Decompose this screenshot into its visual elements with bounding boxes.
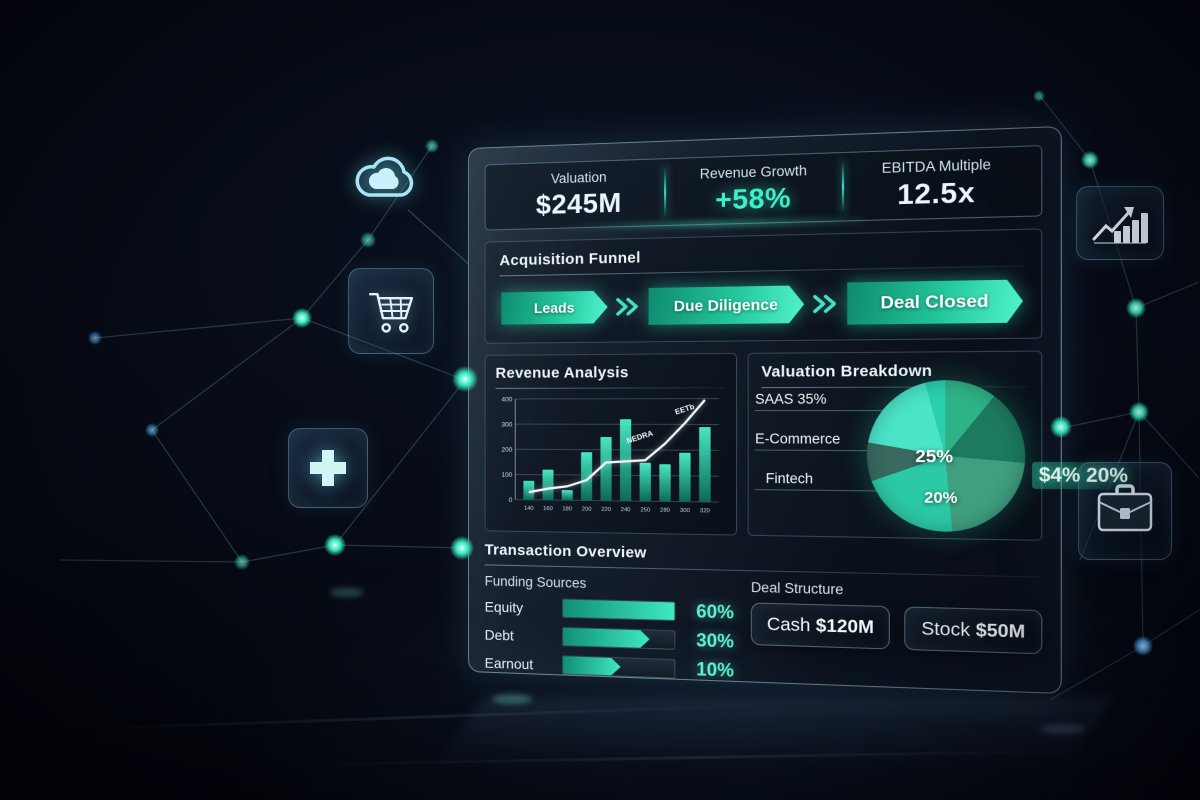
section-title: Valuation Breakdown bbox=[761, 362, 933, 381]
kpi-label: Valuation bbox=[550, 168, 607, 186]
plus-icon bbox=[288, 428, 368, 508]
dashboard-panel: Valuation $245M Revenue Growth +58% EBIT… bbox=[468, 125, 1140, 695]
valuation-breakdown-section: Valuation Breakdown SAAS 35% E-Commerce … bbox=[747, 350, 1140, 541]
svg-text:220: 220 bbox=[601, 507, 611, 513]
svg-text:250: 250 bbox=[640, 507, 650, 513]
section-title: Acquisition Funnel bbox=[499, 249, 641, 270]
deal-chip-stock[interactable]: Stock $50M bbox=[904, 606, 1043, 655]
double-chevron-right-icon bbox=[812, 293, 840, 314]
svg-text:280: 280 bbox=[660, 508, 670, 514]
kpi-valuation: Valuation $245M bbox=[495, 167, 663, 222]
floor-glint bbox=[492, 694, 532, 704]
pie-slice-label: 25% bbox=[915, 446, 954, 467]
funding-label: Debt bbox=[484, 626, 514, 644]
funding-bar-track bbox=[562, 598, 676, 622]
pie-slice-label: $4% 20% bbox=[1032, 461, 1140, 490]
funding-sources: Funding Sources Equity 60% Debt 30% Earn… bbox=[485, 573, 734, 689]
kpi-label: Revenue Growth bbox=[699, 162, 807, 182]
funnel-stage-due-diligence[interactable]: Due Diligence bbox=[649, 285, 805, 325]
deal-structure: Deal Structure Cash $120M Stock $50M bbox=[750, 579, 1043, 701]
funding-bar-fill bbox=[563, 656, 620, 675]
deal-chip-value: $120M bbox=[815, 614, 874, 638]
pie-callout-ecommerce: E-Commerce bbox=[755, 430, 883, 452]
funding-bar-fill bbox=[563, 628, 649, 648]
funnel-stage-deal-closed[interactable]: Deal Closed bbox=[847, 279, 1023, 324]
subsection-label: Deal Structure bbox=[750, 579, 844, 598]
svg-text:320: 320 bbox=[700, 508, 710, 514]
deal-chip-label: Cash bbox=[766, 613, 811, 636]
deal-chip-cash[interactable]: Cash $120M bbox=[750, 602, 891, 650]
shopping-cart-icon bbox=[348, 268, 434, 354]
acquisition-funnel-section: Acquisition Funnel Leads Due Diligence D… bbox=[484, 228, 1043, 344]
svg-text:240: 240 bbox=[621, 507, 631, 513]
funding-row-equity: Equity 60% bbox=[485, 595, 734, 623]
kpi-ebitda-multiple: EBITDA Multiple 12.5x bbox=[844, 155, 1029, 213]
valuation-pie-chart: 25% 20% $4% 20% bbox=[866, 379, 1140, 534]
pie-callout-fintech: Fintech bbox=[755, 470, 883, 492]
svg-text:0: 0 bbox=[509, 497, 513, 504]
funding-bar-fill bbox=[563, 599, 675, 620]
pie-slice-label: 20% bbox=[924, 488, 958, 508]
svg-text:200: 200 bbox=[582, 506, 592, 512]
funding-label: Equity bbox=[484, 597, 524, 616]
bar-chart-growth-icon bbox=[1076, 186, 1164, 260]
floor-glint bbox=[330, 588, 364, 597]
kpi-value: +58% bbox=[715, 181, 792, 215]
kpi-value: 12.5x bbox=[897, 175, 976, 211]
funding-label: Earnout bbox=[484, 654, 534, 672]
funding-row-earnout: Earnout 10% bbox=[485, 652, 734, 682]
kpi-strip: Valuation $245M Revenue Growth +58% EBIT… bbox=[484, 145, 1043, 231]
svg-text:180: 180 bbox=[562, 506, 572, 512]
svg-text:200: 200 bbox=[502, 447, 513, 454]
kpi-label: EBITDA Multiple bbox=[881, 155, 992, 176]
double-chevron-right-icon bbox=[615, 296, 642, 317]
divider bbox=[761, 386, 1028, 389]
funding-percent: 10% bbox=[696, 658, 734, 681]
divider bbox=[495, 387, 726, 389]
funding-bar-track bbox=[562, 626, 676, 650]
funding-bar-track bbox=[562, 655, 676, 679]
pie-callout-saas: SAAS 35% bbox=[755, 390, 883, 412]
kpi-revenue-growth: Revenue Growth +58% bbox=[666, 161, 842, 217]
svg-text:100: 100 bbox=[502, 472, 513, 479]
revenue-analysis-section: Revenue Analysis 0 100 200 300 400 140 160 180 2… bbox=[484, 352, 738, 536]
svg-text:300: 300 bbox=[680, 508, 690, 514]
subsection-label: Funding Sources bbox=[484, 573, 587, 591]
deal-chip-label: Stock bbox=[921, 617, 971, 641]
funding-percent: 30% bbox=[696, 629, 734, 652]
svg-text:140: 140 bbox=[524, 506, 534, 512]
funding-percent: 60% bbox=[696, 600, 734, 623]
deal-chip-value: $50M bbox=[975, 619, 1026, 642]
svg-text:160: 160 bbox=[543, 506, 553, 512]
svg-text:300: 300 bbox=[502, 422, 513, 429]
transaction-overview-section: Transaction Overview Funding Sources Equ… bbox=[484, 541, 1043, 701]
kpi-value: $245M bbox=[535, 186, 622, 220]
revenue-bar-chart: 0 100 200 300 400 140 160 180 200 220 240 250 280 300… bbox=[502, 396, 725, 514]
section-title: Revenue Analysis bbox=[495, 363, 629, 382]
floor-glint bbox=[1040, 724, 1086, 734]
cloud-icon bbox=[344, 146, 424, 213]
svg-text:400: 400 bbox=[502, 396, 513, 403]
funding-row-debt: Debt 30% bbox=[485, 624, 734, 653]
funnel-stage-leads[interactable]: Leads bbox=[501, 291, 607, 325]
